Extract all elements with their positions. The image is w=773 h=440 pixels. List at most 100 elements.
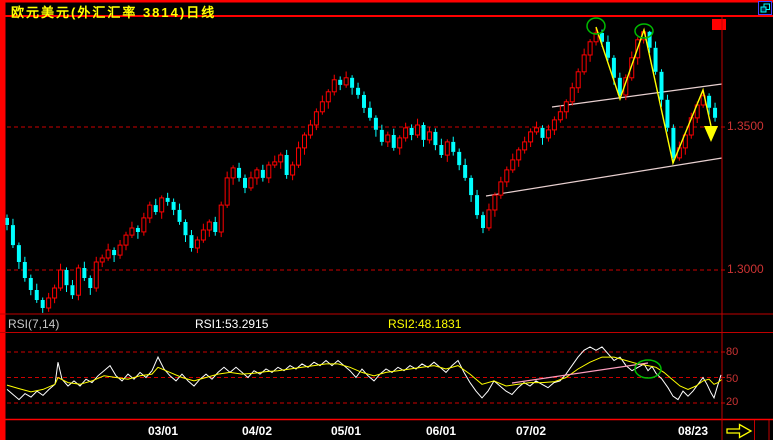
candle-body-down xyxy=(16,245,21,262)
candle-body-up xyxy=(319,101,325,113)
restore-window-button[interactable] xyxy=(758,1,772,15)
trend-channel-line xyxy=(485,157,723,197)
candle-body-down xyxy=(40,300,45,308)
rsi-trendline xyxy=(511,362,649,384)
x-axis-label: 08/23 xyxy=(678,424,709,438)
candle-body-up xyxy=(117,244,123,256)
candle-body-down xyxy=(707,95,712,108)
x-axis-label: 04/02 xyxy=(242,424,273,438)
candle-body-down xyxy=(70,285,75,296)
candle-body-down xyxy=(10,225,15,246)
rsi-indicator-name: RSI(7,14) xyxy=(8,317,60,331)
candle-body-up xyxy=(486,209,492,229)
candle-body-up xyxy=(498,181,504,196)
candle-body-up xyxy=(123,234,129,246)
candle-body-down xyxy=(367,107,372,118)
candle-body-up xyxy=(682,134,688,149)
candle-body-up xyxy=(52,287,58,299)
x-axis-label: 06/01 xyxy=(426,424,457,438)
peak-highlight-circle xyxy=(634,23,654,39)
candle-body-down xyxy=(213,222,218,232)
candle-body-up xyxy=(522,141,528,151)
candle-body-up xyxy=(575,71,581,89)
candle-body-up xyxy=(313,111,319,126)
candle-body-up xyxy=(581,54,587,73)
candle-body-up xyxy=(105,249,111,259)
rsi1-line xyxy=(6,346,722,401)
candle-body-down xyxy=(82,268,87,278)
rsi-highlight-circle xyxy=(634,359,662,379)
candle-body-down xyxy=(481,215,485,228)
x-axis-label: 03/01 xyxy=(148,424,179,438)
candle-body-up xyxy=(397,137,403,149)
candle-body-down xyxy=(421,125,426,140)
candle-body-up xyxy=(415,124,421,136)
candle-body-down xyxy=(183,222,188,236)
peak-highlight-circle xyxy=(586,17,606,35)
trend-channel-line xyxy=(551,83,723,108)
scroll-position-marker xyxy=(712,19,726,30)
x-axis-label: 05/01 xyxy=(331,424,362,438)
candle-body-down xyxy=(451,141,456,152)
candle-body-up xyxy=(492,194,498,211)
title-underline xyxy=(0,15,773,17)
candle-body-up xyxy=(99,257,105,263)
restore-window-icon xyxy=(758,1,772,15)
down-arrow-marker xyxy=(704,126,718,142)
candle-body-up xyxy=(224,177,230,206)
candle-body-up xyxy=(58,269,64,289)
candle-body-down xyxy=(338,79,343,85)
price-axis-label-13000: 1.3000 xyxy=(727,262,764,276)
candle-body-up xyxy=(75,267,81,296)
chart-title: 欧元美元(外汇汇率 3814)日线 xyxy=(11,5,217,20)
candle-body-down xyxy=(350,77,355,88)
candle-body-down xyxy=(391,135,396,148)
window-border-top xyxy=(0,0,773,3)
candle-body-up xyxy=(516,149,522,161)
candle-body-down xyxy=(540,127,545,138)
candle-body-up xyxy=(504,169,510,183)
candle-body-up xyxy=(129,227,135,236)
candle-body-up xyxy=(159,197,165,213)
candle-body-up xyxy=(206,221,212,231)
candle-body-up xyxy=(296,147,302,166)
candle-body-up xyxy=(325,91,331,103)
x-axis-label: 07/02 xyxy=(516,424,547,438)
candle-body-up xyxy=(557,111,563,121)
candle-body-down xyxy=(153,205,158,212)
candle-body-up xyxy=(569,87,575,103)
candle-body-up xyxy=(528,131,534,143)
candle-body-up xyxy=(551,119,557,131)
candle-body-down xyxy=(469,177,474,196)
candle-body-up xyxy=(307,124,313,136)
candle-body-down xyxy=(617,77,622,95)
rsi-scale-label-20: 20 xyxy=(726,396,739,408)
candle-body-down xyxy=(659,71,664,100)
candle-body-down xyxy=(605,41,610,58)
candle-body-down xyxy=(409,127,414,135)
candle-body-down xyxy=(671,127,676,158)
candle-body-down xyxy=(260,169,265,178)
candle-body-down xyxy=(611,57,616,78)
candle-body-up xyxy=(563,101,569,113)
candle-body-down xyxy=(112,250,117,256)
candle-body-up xyxy=(266,164,272,179)
candle-body-down xyxy=(600,32,604,42)
candle-body-up xyxy=(230,167,236,179)
candle-body-down xyxy=(373,117,378,130)
candle-body-up xyxy=(272,161,278,166)
candle-body-up xyxy=(248,177,254,189)
candle-body-down xyxy=(475,195,480,216)
candle-body-up xyxy=(254,169,260,179)
candle-body-up xyxy=(587,41,593,56)
candle-body-up xyxy=(331,79,337,93)
candle-body-up xyxy=(426,131,432,141)
candle-body-up xyxy=(46,297,52,309)
next-page-button[interactable] xyxy=(726,423,753,439)
rsi-scale-label-80: 80 xyxy=(726,346,739,358)
candle-body-down xyxy=(165,197,170,202)
candle-body-up xyxy=(93,261,99,289)
candle-body-down xyxy=(34,290,39,300)
